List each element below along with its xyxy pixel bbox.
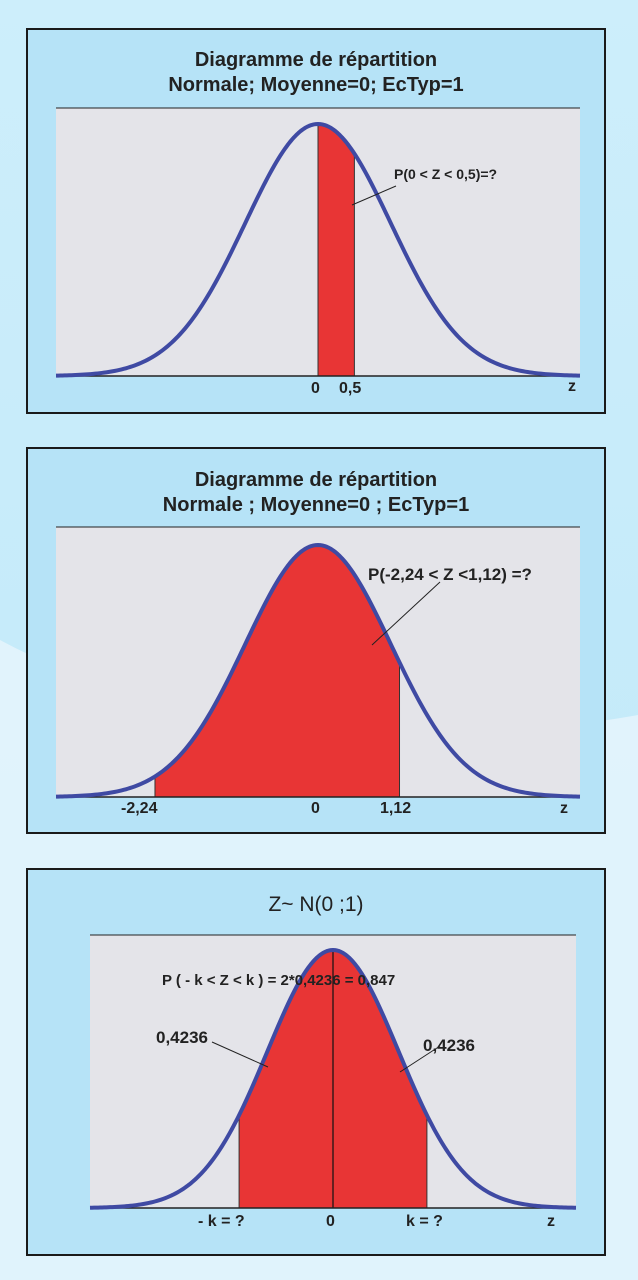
chart-1-density-curve — [55, 122, 581, 378]
chart-1-axis-label: z — [568, 378, 576, 395]
chart-1-title-line2: Normale; Moyenne=0; EcTyp=1 — [168, 74, 464, 96]
chart-1-svg — [55, 107, 581, 378]
chart-panel-3: Z~ N(0 ;1) P ( - k < Z < k ) = 2*0,4236 … — [26, 868, 606, 1256]
chart-1-title-line1: Diagramme de répartition — [194, 49, 438, 71]
chart-1-tick-label-0: 0 — [311, 380, 320, 397]
chart-2-axis-label: z — [560, 800, 568, 817]
chart-2-tick-label-2: 1,12 — [380, 800, 412, 817]
chart-2-title-line1: Diagramme de répartition — [194, 469, 438, 491]
chart-2-annotation: P(-2,24 < Z <1,12) =? — [368, 565, 532, 584]
chart-3-title: Z~ N(0 ;1) — [268, 893, 364, 916]
chart-2-tick-label-0: -2,24 — [121, 800, 158, 817]
chart-panel-2: Diagramme de répartition Normale ; Moyen… — [26, 447, 606, 834]
chart-3-pointer-line — [211, 1041, 269, 1068]
chart-1-tick-label-1: 0,5 — [339, 380, 362, 397]
chart-1-shaded-area — [317, 123, 355, 377]
chart-2-tick-label-1: 0 — [311, 800, 320, 817]
chart-2-pointer-line — [371, 581, 441, 646]
chart-3-pointer-line-2 — [399, 1045, 441, 1073]
chart-3-tick-label-0: - k = ? — [198, 1213, 245, 1230]
chart-3-axis-label: z — [547, 1213, 555, 1230]
chart-3-annotation: P ( - k < Z < k ) = 2*0,4236 = 0,847 — [162, 972, 396, 989]
chart-1-pointer-line — [351, 185, 397, 206]
chart-panel-1: Diagramme de répartition Normale; Moyenn… — [26, 28, 606, 414]
chart-2-svg — [55, 526, 581, 799]
chart-3-left-area-label: 0,4236 — [156, 1028, 208, 1047]
chart-3-svg — [89, 934, 577, 1210]
chart-1-annotation: P(0 < Z < 0,5)=? — [394, 166, 498, 182]
chart-2-title-line2: Normale ; Moyenne=0 ; EcTyp=1 — [162, 494, 470, 516]
chart-3-tick-label-2: k = ? — [406, 1213, 443, 1230]
chart-3-right-area-label: 0,4236 — [423, 1036, 475, 1055]
chart-3-density-curve — [89, 948, 577, 1210]
chart-2-density-curve — [55, 543, 581, 799]
chart-3-tick-label-1: 0 — [326, 1213, 335, 1230]
